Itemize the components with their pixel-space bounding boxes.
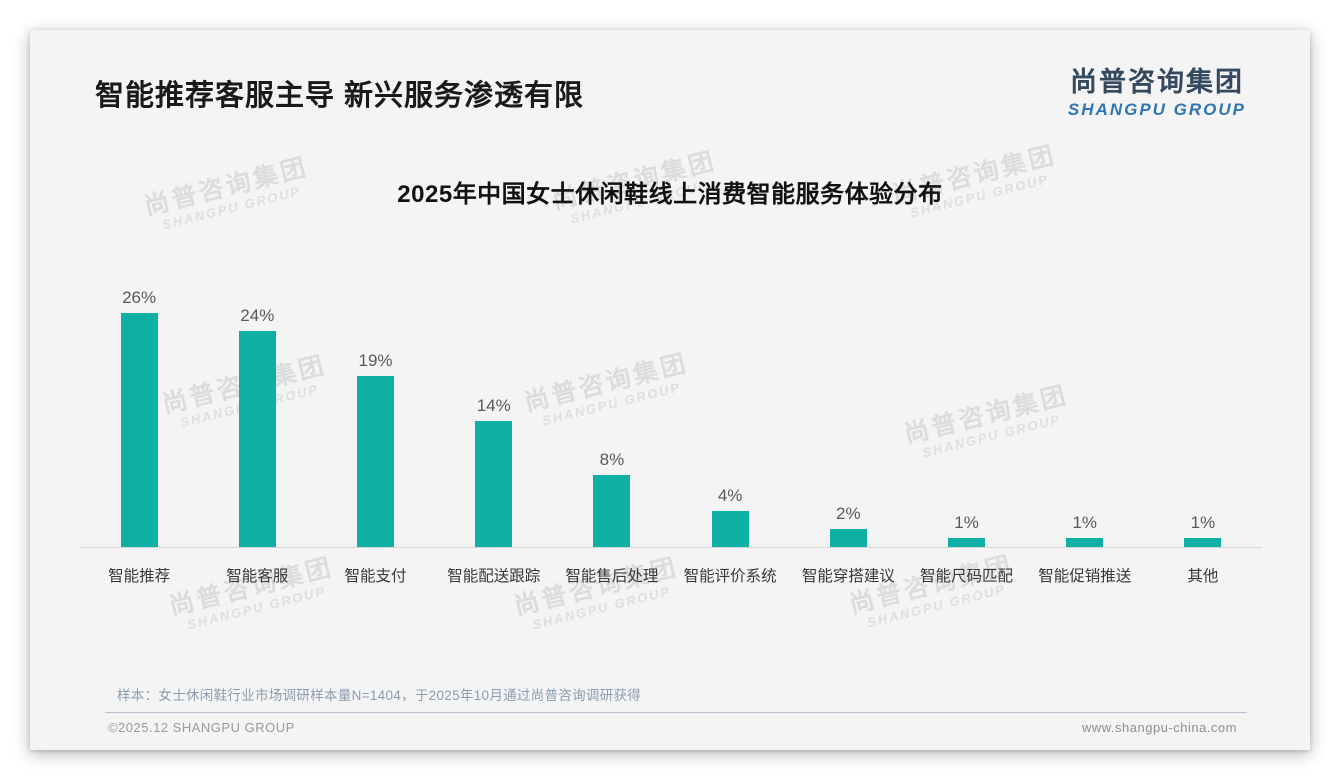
category-label: 其他 — [1187, 568, 1219, 585]
bar — [711, 511, 749, 547]
bar-value-label: 1% — [954, 513, 979, 532]
bar-value-label: 8% — [599, 450, 625, 469]
category-label: 智能售后处理 — [565, 568, 659, 585]
category-label: 智能穿搭建议 — [801, 568, 895, 585]
sample-note: 样本：女士休闲鞋行业市场调研样本量N=1404，于2025年10月通过尚普咨询调… — [117, 688, 642, 703]
category-label: 智能客服 — [226, 568, 289, 585]
bar-column: 2% — [789, 504, 907, 547]
category-label: 智能尺码匹配 — [920, 568, 1014, 585]
watermark-english-text: SHANGPU GROUP — [185, 583, 328, 633]
bar-column: 19% — [316, 351, 434, 547]
bar — [829, 529, 867, 547]
category-labels-row: 智能推荐 智能客服 智能支付 智能配送跟踪 智能售后处理 智能评价系统 智能穿搭建议 智能尺码… — [80, 548, 1262, 586]
bar — [238, 331, 276, 547]
bar-column: 1% — [1026, 513, 1144, 547]
bar — [357, 376, 394, 547]
bar-value-label: 24% — [240, 306, 275, 325]
logo-chinese-text: 尚普咨询集团 — [1069, 67, 1244, 97]
bar-value-label: 14% — [476, 396, 511, 415]
bar-value-label: 1% — [1190, 513, 1216, 532]
bar — [1066, 538, 1104, 547]
bar-column: 14% — [435, 396, 553, 547]
category-label: 智能评价系统 — [683, 568, 777, 585]
bar-value-label: 4% — [717, 486, 743, 505]
bar-value-label: 26% — [122, 288, 157, 307]
bars-row: 26% 24% 19% 14% 8% 4% 2% 1% 1% 1% — [80, 278, 1262, 548]
bar-column: 8% — [553, 450, 671, 547]
bar — [948, 538, 986, 547]
page-title: 智能推荐客服主导 新兴服务渗透有限 — [95, 80, 585, 112]
logo-english-text: SHANGPU GROUP — [1067, 100, 1246, 119]
bar-column: 24% — [198, 306, 316, 547]
footer-divider — [105, 712, 1247, 713]
bar-column: 1% — [1144, 513, 1262, 547]
bar — [1184, 538, 1222, 547]
company-logo: 尚普咨询集团 SHANGPU GROUP — [1068, 60, 1246, 120]
category-label: 智能配送跟踪 — [447, 568, 541, 585]
bar — [593, 475, 631, 547]
category-label: 智能支付 — [344, 568, 407, 585]
category-label: 智能促销推送 — [1038, 568, 1132, 585]
bar — [120, 313, 158, 547]
watermark-english-text: SHANGPU GROUP — [530, 583, 673, 633]
bar-value-label: 1% — [1072, 513, 1098, 532]
bar-value-label: 19% — [358, 351, 393, 370]
chart-title: 2025年中国女士休闲鞋线上消费智能服务体验分布 — [397, 181, 943, 208]
bar-value-label: 2% — [836, 504, 861, 523]
slide: 尚普咨询集团 SHANGPU GROUP 尚普咨询集团 SHANGPU GROUP 尚普… — [30, 30, 1310, 750]
bar-chart: 26% 24% 19% 14% 8% 4% 2% 1% 1% 1% 智能推荐 智能客服 智能支付 智能配… — [80, 278, 1262, 586]
watermark-english-text: SHANGPU GROUP — [865, 581, 1008, 631]
bar-column: 26% — [80, 288, 198, 547]
bar — [475, 421, 513, 547]
footer-copyright: ©2025.12 SHANGPU GROUP — [108, 720, 295, 735]
footer-website-link[interactable]: www.shangpu-china.com — [1081, 720, 1237, 735]
bar-column: 1% — [907, 513, 1025, 547]
bar-column: 4% — [671, 486, 789, 547]
category-label: 智能推荐 — [108, 568, 171, 585]
